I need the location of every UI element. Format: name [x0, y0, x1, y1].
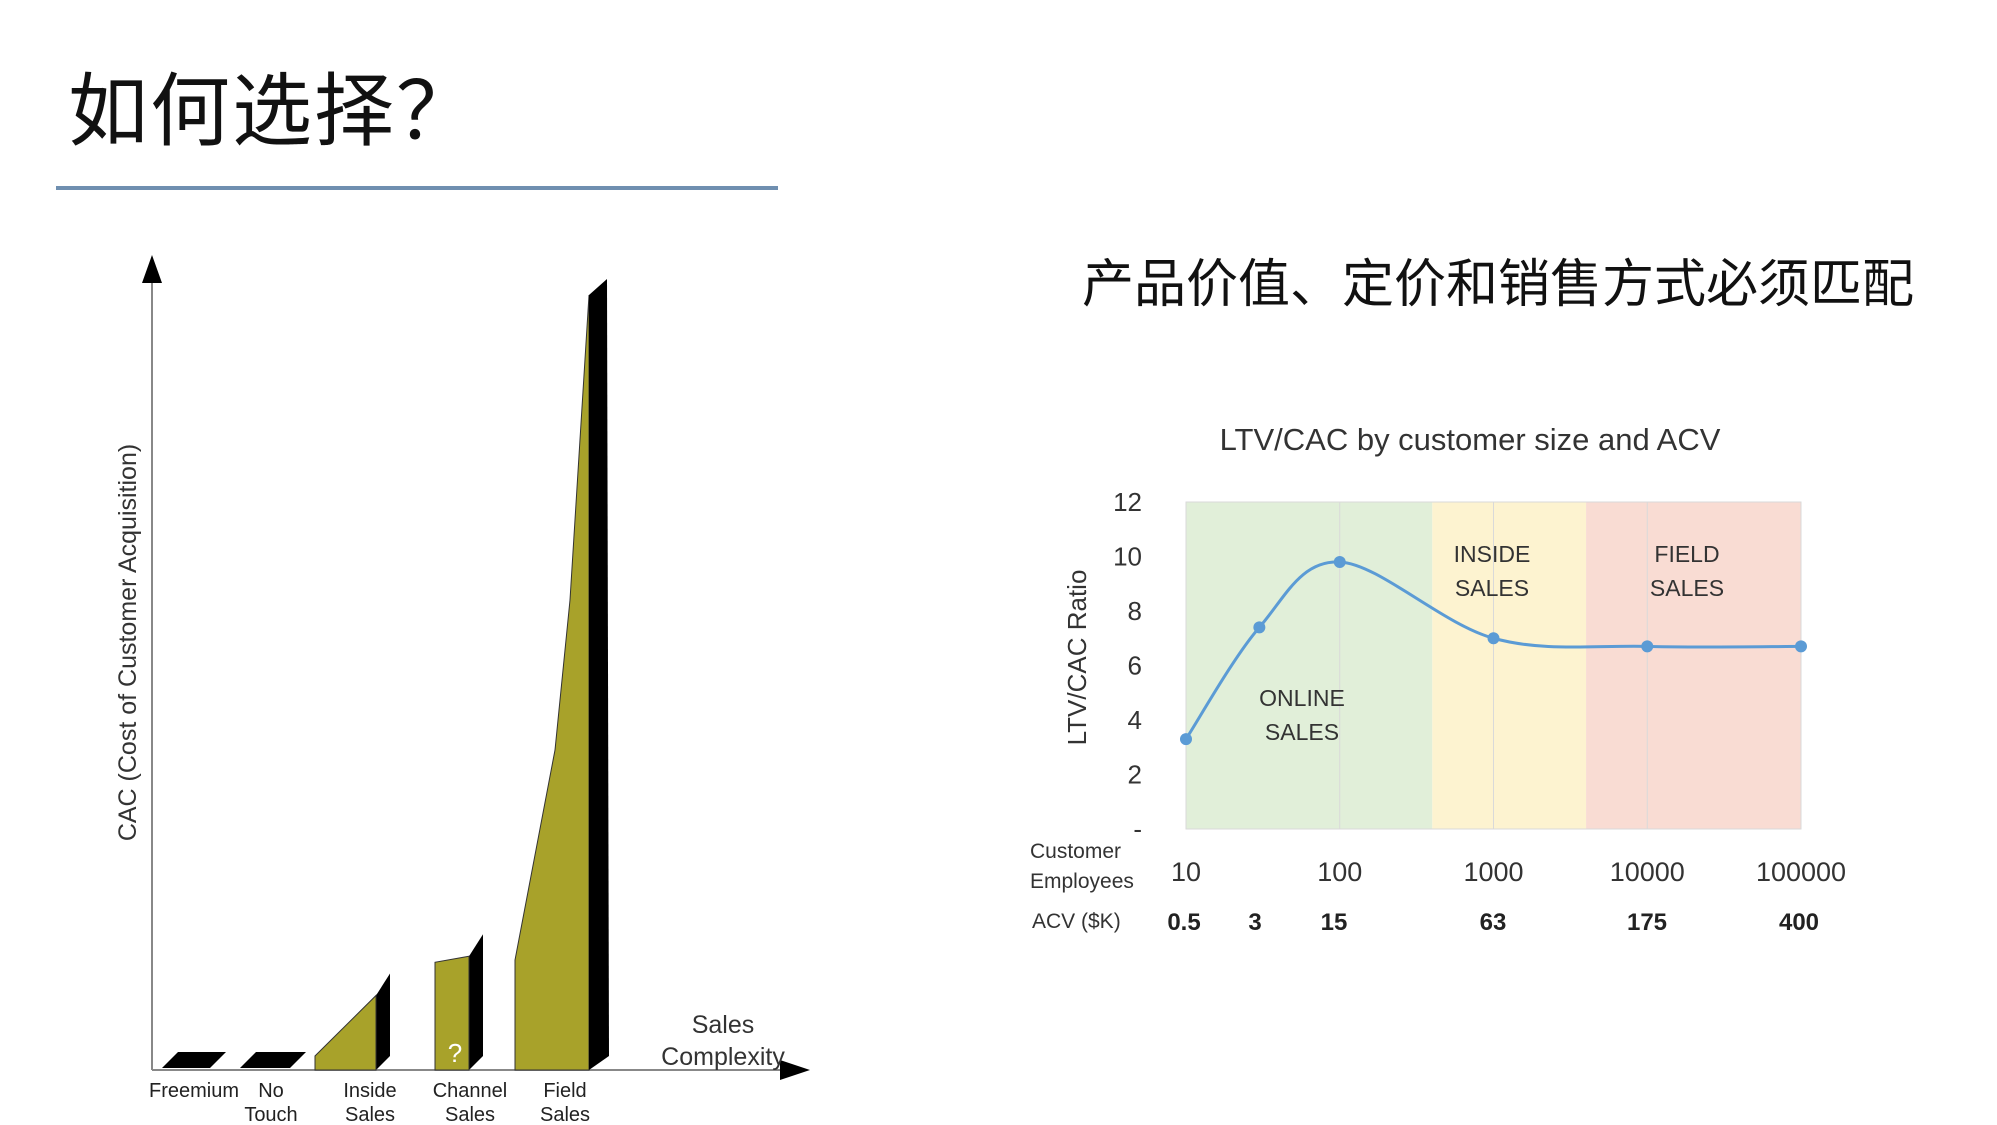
ltv-x-tick: 10: [1171, 857, 1201, 887]
ltv-cac-chart: LTV/CAC by customer size and ACV ONLINE SA…: [1030, 422, 1846, 936]
ltv-data-point: [1487, 632, 1500, 645]
ltv-y-tick: 4: [1128, 705, 1142, 735]
ltv-y-tick: 2: [1128, 760, 1142, 790]
cac-bar: [240, 1052, 306, 1068]
cac-x-axis-label: Complexity: [661, 1043, 785, 1071]
cac-bar-face: [314, 994, 377, 1071]
ltv-y-axis-label: LTV/CAC Ratio: [1062, 570, 1092, 746]
ltv-data-point: [1253, 621, 1266, 634]
ltv-x-row-label: Customer: [1030, 840, 1121, 863]
cac-bar: [514, 279, 609, 1071]
cac-category-label: Sales: [345, 1104, 395, 1125]
ltv-zone-label: FIELD: [1654, 541, 1719, 567]
ltv-data-point: [1641, 640, 1654, 653]
ltv-x-tick: 100000: [1756, 857, 1846, 887]
slide-subtitle: 产品价值、定价和销售方式必须匹配: [1082, 255, 1915, 315]
cac-bar-side: [589, 279, 609, 1070]
ltv-acv-value: 63: [1480, 909, 1507, 936]
ltv-y-tick: 6: [1128, 651, 1142, 681]
ltv-zone-bg: [1186, 502, 1433, 829]
cac-category-label: Touch: [244, 1104, 297, 1125]
cac-category-label: Sales: [445, 1104, 495, 1125]
ltv-acv-value: 400: [1779, 909, 1819, 936]
ltv-plot-frame: [1185, 501, 1802, 830]
ltv-x-row-label: Employees: [1030, 870, 1134, 893]
y-axis-arrow: [142, 255, 162, 283]
cac-x-axis-label: Sales: [692, 1011, 755, 1039]
title-divider: [56, 186, 778, 190]
ltv-zone-label: INSIDE: [1454, 541, 1531, 567]
ltv-acv-value: 175: [1627, 909, 1667, 936]
cac-category-label: No: [258, 1080, 284, 1102]
cac-category-label: Channel: [433, 1080, 508, 1102]
ltv-zone-label: SALES: [1455, 575, 1529, 601]
cac-bar: [162, 1052, 226, 1068]
ltv-zone-label: SALES: [1650, 575, 1724, 601]
ltv-x-tick: 1000: [1463, 857, 1523, 887]
ltv-y-tick: 10: [1113, 542, 1142, 572]
cac-bar: ?: [434, 934, 483, 1071]
ltv-acv-value: 0.5: [1167, 909, 1200, 936]
cac-bar-marker: ?: [448, 1038, 462, 1068]
ltv-y-tick: -: [1133, 814, 1142, 844]
cac-chart: CAC (Cost of Customer Acquisition)SalesC…: [114, 255, 810, 1125]
ltv-acv-row-label: ACV ($K): [1032, 910, 1121, 933]
cac-category-label: Inside: [343, 1080, 396, 1102]
cac-bar-slab: [162, 1052, 226, 1068]
cac-y-axis-label: CAC (Cost of Customer Acquisition): [114, 444, 142, 841]
ltv-zone-label: ONLINE: [1259, 685, 1345, 711]
x-axis-arrow: [780, 1060, 810, 1080]
ltv-x-tick: 100: [1317, 857, 1362, 887]
page-title: 如何选择？: [68, 65, 478, 158]
ltv-zone-label: SALES: [1265, 719, 1339, 745]
ltv-zone-bg: [1432, 502, 1587, 829]
ltv-acv-value: 15: [1321, 909, 1348, 936]
cac-bar-slab: [240, 1052, 306, 1068]
cac-category-label: Sales: [540, 1104, 590, 1125]
ltv-data-point: [1795, 640, 1807, 653]
cac-category-label: Freemium: [149, 1080, 239, 1102]
cac-bar-face: [514, 294, 590, 1071]
ltv-x-tick: 10000: [1610, 857, 1685, 887]
ltv-zone-bg: [1586, 502, 1801, 829]
cac-bar-face: [434, 955, 470, 1071]
ltv-y-tick: 8: [1128, 596, 1142, 626]
cac-category-label: Field: [543, 1080, 586, 1102]
ltv-y-tick: 12: [1113, 487, 1142, 517]
ltv-chart-title: LTV/CAC by customer size and ACV: [1220, 422, 1721, 457]
ltv-acv-value: 3: [1248, 909, 1261, 936]
ltv-data-point: [1180, 733, 1192, 746]
ltv-series-line: [1184, 560, 1802, 740]
cac-bar: [314, 973, 390, 1071]
ltv-data-point: [1333, 555, 1346, 568]
